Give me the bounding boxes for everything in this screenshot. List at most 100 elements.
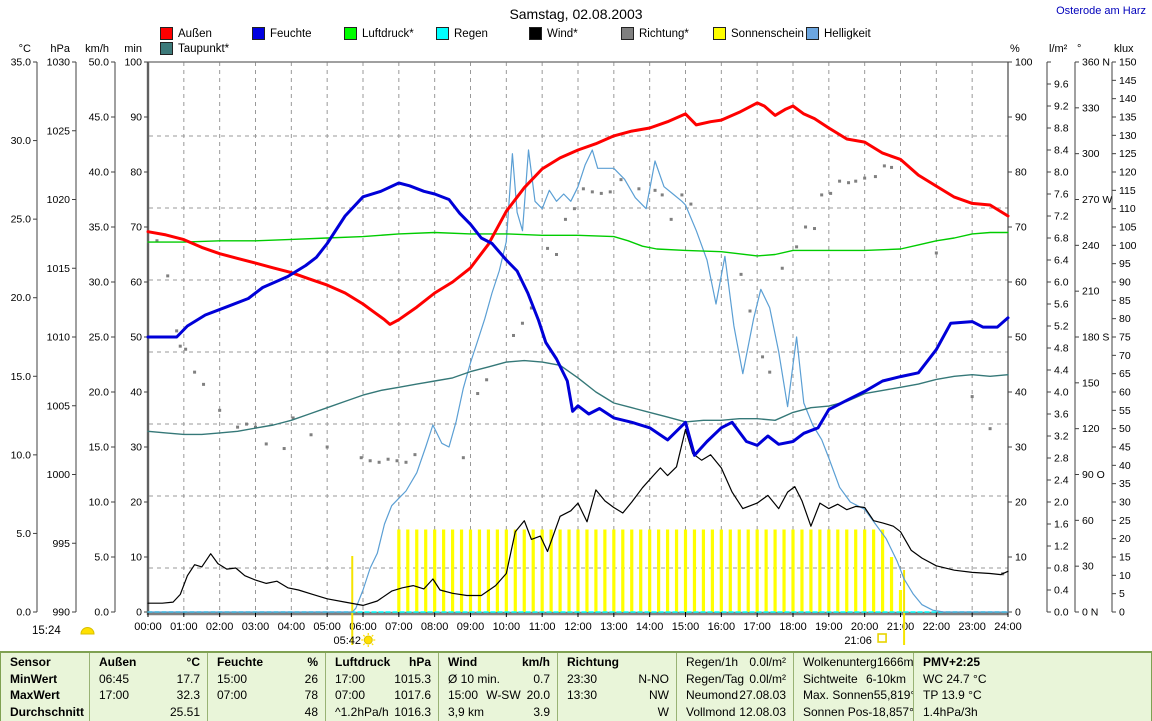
svg-text:50: 50 <box>1119 423 1131 435</box>
cell-right: W <box>657 704 669 719</box>
table-row: Regen/1h 0.0l/m² <box>677 654 793 671</box>
table-col-regen-mond: Regen/1h 0.0l/m² Regen/Tag 0.0l/m² Neumond 27… <box>677 653 794 721</box>
cell-left: 23:30 <box>567 671 598 686</box>
legend-item-taupunkt: Taupunkt* <box>160 42 229 55</box>
table-row: 1.4hPa/3h <box>914 704 1151 721</box>
svg-text:20: 20 <box>1015 497 1027 509</box>
cell-right: hPa <box>408 655 431 669</box>
svg-text:270 W: 270 W <box>1082 194 1112 206</box>
cell-left: 07:00 <box>335 688 366 702</box>
svg-text:12:00: 12:00 <box>564 621 592 633</box>
svg-text:5: 5 <box>1119 588 1125 600</box>
svg-text:60: 60 <box>1015 277 1027 289</box>
cell-right: 0.0l/m² <box>749 671 786 686</box>
svg-text:30: 30 <box>1119 497 1131 509</box>
svg-text:16:00: 16:00 <box>708 621 736 633</box>
cell-right: 12.08.03 <box>739 704 786 719</box>
cell-left: Neumond <box>686 688 739 702</box>
svg-text:25.0: 25.0 <box>89 332 110 344</box>
cell-left: 17:00 <box>335 671 366 686</box>
svg-text:hPa: hPa <box>50 43 70 55</box>
svg-text:90 O: 90 O <box>1082 469 1105 481</box>
legend-swatch-helligkeit <box>806 27 819 40</box>
svg-text:5.6: 5.6 <box>1054 299 1069 311</box>
legend-label-regen: Regen <box>454 27 488 40</box>
svg-text:10.0: 10.0 <box>11 449 32 461</box>
svg-text:°: ° <box>1077 43 1081 55</box>
svg-text:13:00: 13:00 <box>600 621 628 633</box>
svg-text:00:00: 00:00 <box>134 621 162 633</box>
svg-text:180 S: 180 S <box>1082 332 1109 344</box>
cell-left: Regen/Tag <box>686 671 745 686</box>
table-row: 17:00 1015.3 <box>326 671 438 688</box>
cell-left: Richtung <box>567 655 619 669</box>
cell-right: 26 <box>304 671 318 686</box>
legend-item-feuchte: Feuchte <box>252 27 312 40</box>
svg-text:65: 65 <box>1119 368 1131 380</box>
chart-canvas: 35.030.025.020.015.010.05.00.0°C10301025… <box>11 43 1137 647</box>
table-row: Regen/Tag 0.0l/m² <box>677 671 793 688</box>
svg-text:15.0: 15.0 <box>89 442 110 454</box>
svg-text:330: 330 <box>1082 102 1100 114</box>
legend-swatch-sonnenschein <box>713 27 726 40</box>
svg-text:4.4: 4.4 <box>1054 365 1069 377</box>
svg-text:30: 30 <box>1015 442 1027 454</box>
legend-swatch-wind <box>529 27 542 40</box>
svg-text:8.0: 8.0 <box>1054 167 1069 179</box>
cell-right: 78 <box>304 688 318 702</box>
svg-text:0.0: 0.0 <box>94 607 109 619</box>
svg-text:115: 115 <box>1119 185 1136 197</box>
svg-text:17:00: 17:00 <box>743 621 771 633</box>
legend-label-luftdruck: Luftdruck* <box>362 27 414 40</box>
svg-text:6.4: 6.4 <box>1054 255 1069 267</box>
svg-text:70: 70 <box>1119 350 1131 362</box>
svg-text:1005: 1005 <box>47 400 71 412</box>
svg-text:05:00: 05:00 <box>313 621 341 633</box>
table-row: Vollmond 12.08.03 <box>677 704 793 721</box>
svg-text:2.4: 2.4 <box>1054 475 1069 487</box>
legend-item-sonnenschein: Sonnenschein <box>713 27 804 40</box>
table-col-luftdruck: Luftdruck hPa 17:00 1015.3 07:00 1017.6 ^1.2hP… <box>326 653 439 721</box>
svg-text:85: 85 <box>1119 295 1131 307</box>
svg-text:1025: 1025 <box>47 125 71 137</box>
svg-text:25: 25 <box>1119 515 1131 527</box>
svg-text:6.8: 6.8 <box>1054 233 1069 245</box>
svg-text:10:00: 10:00 <box>493 621 521 633</box>
svg-text:l/m²: l/m² <box>1049 43 1068 55</box>
legend-label-feuchte: Feuchte <box>270 27 312 40</box>
table-row: ^1.2hPa/h 1016.3 <box>326 704 438 721</box>
svg-text:0 N: 0 N <box>1082 607 1098 619</box>
svg-text:90: 90 <box>1015 112 1027 124</box>
cell-left: 15:00 <box>448 688 479 702</box>
svg-text:80: 80 <box>1119 313 1131 325</box>
cell-right: -18,857° <box>868 704 913 719</box>
svg-text:100: 100 <box>1119 240 1137 252</box>
svg-text:35.0: 35.0 <box>11 57 32 69</box>
table-col-richtung: Richtung 23:30 N-NO 13:30 NW W <box>558 653 677 721</box>
cell-left: Durchschnitt <box>10 704 85 719</box>
svg-text:40: 40 <box>1015 387 1027 399</box>
svg-text:80: 80 <box>130 167 142 179</box>
svg-text:1.2: 1.2 <box>1054 541 1069 553</box>
table-col-feuchte: Feuchte% 15:00 26 07:00 78 48 <box>208 653 326 721</box>
table-row: Sonnen Pos -18,857° <box>794 704 913 721</box>
legend-item-richtung: Richtung* <box>621 27 689 40</box>
table-col-pmv: PMV+2:25 WC 24.7 °C TP 13.9 °C 1.4hPa/3h <box>914 653 1151 721</box>
svg-text:20.0: 20.0 <box>11 292 32 304</box>
cell-right: 1017.6 <box>394 688 431 702</box>
svg-text:95: 95 <box>1119 258 1131 270</box>
svg-text:130: 130 <box>1119 130 1137 142</box>
cell-left: ^1.2hPa/h <box>335 704 389 719</box>
table-row: W <box>558 704 676 721</box>
cell-right: 20.0 <box>526 688 550 702</box>
legend-swatch-luftdruck <box>344 27 357 40</box>
cell-right: 1015.3 <box>394 671 431 686</box>
svg-text:0.0: 0.0 <box>1054 607 1069 619</box>
svg-text:60: 60 <box>1082 515 1094 527</box>
cell-right: 25.51 <box>169 704 200 719</box>
cell-right: N-NO <box>638 671 669 686</box>
svg-text:30.0: 30.0 <box>89 277 110 289</box>
cell-left: Feuchte <box>217 655 264 669</box>
svg-text:08:00: 08:00 <box>421 621 449 633</box>
table-row: Neumond 27.08.03 <box>677 687 793 704</box>
